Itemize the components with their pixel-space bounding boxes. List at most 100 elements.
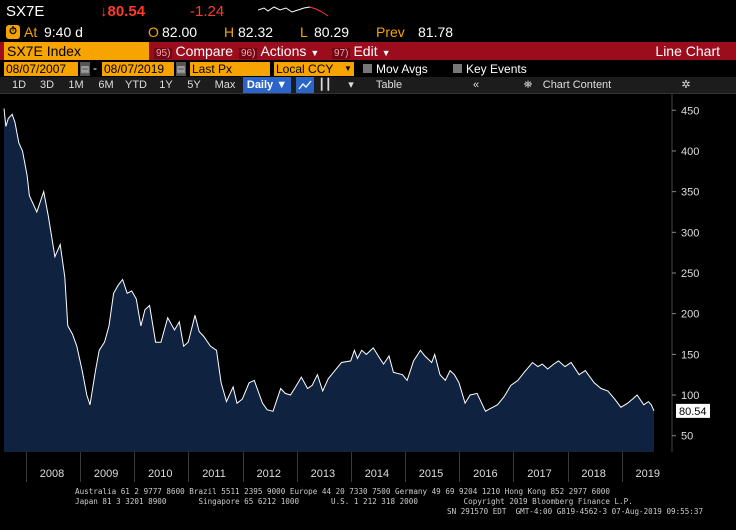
period-3d-button[interactable]: 3D [39, 79, 55, 91]
chart-toolbar: 1D 3D 1M 6M YTD 1Y 5Y Max Daily ▼ ┃┃ ▾ T… [0, 77, 736, 94]
mov-avgs-checkbox[interactable] [363, 64, 372, 73]
chevron-down-icon[interactable]: ▼ [342, 62, 354, 76]
at-label: At [24, 24, 38, 40]
x-tick-mark [296, 452, 298, 482]
y-axis: 50 100 150 200 250 300 350 400 450 [672, 105, 699, 443]
x-tick-mark [405, 452, 406, 482]
price-chart[interactable]: 50 100 150 200 250 300 350 400 450 80.54 [0, 94, 736, 452]
footer-session-line: SN 291570 EDT GMT-4:00 G819-4562-3 07-Au… [447, 507, 704, 516]
open-label: O [148, 24, 159, 40]
last-value-marker: 80.54 [676, 403, 710, 418]
y-tick-label: 350 [681, 187, 699, 199]
x-tick-mark [134, 452, 136, 482]
x-tick-label: 2018 [581, 468, 606, 480]
ticker-symbol: SX7E [6, 3, 45, 20]
edit-button[interactable]: 97) Edit ▼ [330, 42, 391, 60]
quote-time: 9:40 d [44, 24, 83, 40]
quote-detail-row: ⏱ At 9:40 d O 82.00 H 82.32 L 80.29 Prev… [0, 22, 736, 42]
quote-header: SX7E ↓80.54 -1.24 [0, 0, 736, 22]
y-tick-label: 150 [681, 349, 699, 361]
gear-icon[interactable]: ✲ [681, 79, 691, 91]
collapse-left-icon[interactable]: « [472, 79, 480, 91]
y-tick-label: 200 [681, 309, 699, 321]
chart-style-caret-icon[interactable]: ▾ [348, 79, 354, 91]
actions-button[interactable]: 96) Actions ▼ [237, 42, 319, 60]
x-tick-mark [459, 452, 461, 482]
last-price: ↓80.54 [100, 3, 146, 20]
security-field[interactable]: SX7E Index [4, 42, 149, 60]
last-value-box [676, 403, 710, 418]
compare-button[interactable]: 95) Compare [152, 42, 233, 60]
key-events-label: Key Events [466, 62, 527, 76]
parameter-row: 08/07/2007 ▤ - 08/07/2019 ▤ Last Px Loca… [0, 60, 736, 77]
high-price: 82.32 [238, 24, 274, 40]
chart-type-label: Line Chart [655, 43, 720, 59]
x-tick-label: 2009 [93, 468, 119, 480]
y-tick-label: 100 [681, 390, 699, 402]
x-axis: 2008 2009 2010 2011 2012 2013 2014 2015 2016 2017… [0, 452, 736, 482]
actions-label: Actions [260, 43, 307, 59]
low-label: L [300, 24, 308, 40]
key-events-checkbox[interactable] [453, 64, 462, 73]
last-value-label: 80.54 [679, 406, 707, 418]
edit-caret-icon: ▼ [381, 48, 391, 58]
period-1m-button[interactable]: 1M [68, 79, 84, 91]
price-chart-svg: 50 100 150 200 250 300 350 400 450 80.54 [0, 94, 710, 452]
actions-num: 96) [239, 48, 258, 59]
date-separator: - [93, 61, 97, 75]
end-date-field[interactable]: 08/07/2019 [102, 62, 174, 76]
frequency-dropdown[interactable]: Daily ▼ [243, 77, 291, 93]
period-6m-button[interactable]: 6M [98, 79, 114, 91]
period-ytd-button[interactable]: YTD [125, 79, 147, 91]
x-tick-label: 2017 [527, 468, 552, 480]
x-tick-mark [621, 452, 623, 482]
compare-num: 95) [154, 48, 173, 59]
clock-icon: ⏱ [6, 25, 20, 39]
x-tick-label: 2008 [39, 468, 65, 480]
y-tick-label: 250 [681, 268, 699, 280]
period-1y-button[interactable]: 1Y [159, 79, 173, 91]
function-title-bar: SX7E Index 95) Compare 96) Actions ▼ 97) Edi… [0, 42, 736, 60]
x-tick-label: 2015 [418, 468, 444, 480]
high-label: H [224, 24, 235, 40]
footer-contacts-line2: Japan 81 3 3201 8900 Singapore 65 6212 1… [75, 497, 633, 506]
y-tick-label: 300 [681, 227, 699, 239]
x-tick-mark [567, 452, 569, 482]
x-tick-label: 2014 [364, 468, 390, 480]
x-tick-mark [80, 452, 82, 482]
open-price: 82.00 [162, 24, 198, 40]
y-tick-label: 50 [681, 431, 693, 443]
prev-price: 81.78 [418, 24, 454, 40]
period-max-button[interactable]: Max [214, 79, 236, 91]
x-tick-mark [513, 452, 515, 482]
x-tick-mark [350, 452, 352, 482]
x-tick-mark [242, 452, 244, 482]
sparkline-icon [258, 6, 329, 17]
chart-content-button[interactable]: Chart Content [542, 79, 612, 91]
x-tick-label: 2012 [256, 468, 281, 480]
x-tick-label: 2013 [310, 468, 336, 480]
start-date-field[interactable]: 08/07/2007 [4, 62, 78, 76]
x-tick-label: 2011 [202, 468, 226, 480]
price-area-fill [4, 108, 654, 452]
x-tick-label: 2016 [473, 468, 498, 480]
currency-selector[interactable]: Local CCY [274, 62, 342, 76]
prev-label: Prev [376, 24, 405, 40]
mov-avgs-label: Mov Avgs [376, 62, 428, 76]
period-1d-button[interactable]: 1D [11, 79, 27, 91]
x-tick-mark [25, 452, 27, 482]
table-button[interactable]: Table [375, 79, 403, 91]
field-selector[interactable]: Last Px [190, 62, 270, 76]
price-line [3, 108, 655, 413]
period-5y-button[interactable]: 5Y [187, 79, 201, 91]
footer: Australia 61 2 9777 8600 Brazil 5511 239… [0, 485, 736, 530]
bar-chart-icon[interactable]: ┃┃ [318, 79, 332, 91]
calendar-icon[interactable]: ▤ [176, 62, 186, 76]
edit-label: Edit [353, 43, 378, 59]
edit-num: 97) [332, 48, 351, 59]
line-chart-icon[interactable] [296, 77, 314, 93]
y-tick-label: 400 [681, 146, 699, 158]
x-tick-mark [188, 452, 190, 482]
calendar-icon[interactable]: ▤ [80, 62, 90, 76]
x-tick-label: 2010 [148, 468, 173, 480]
